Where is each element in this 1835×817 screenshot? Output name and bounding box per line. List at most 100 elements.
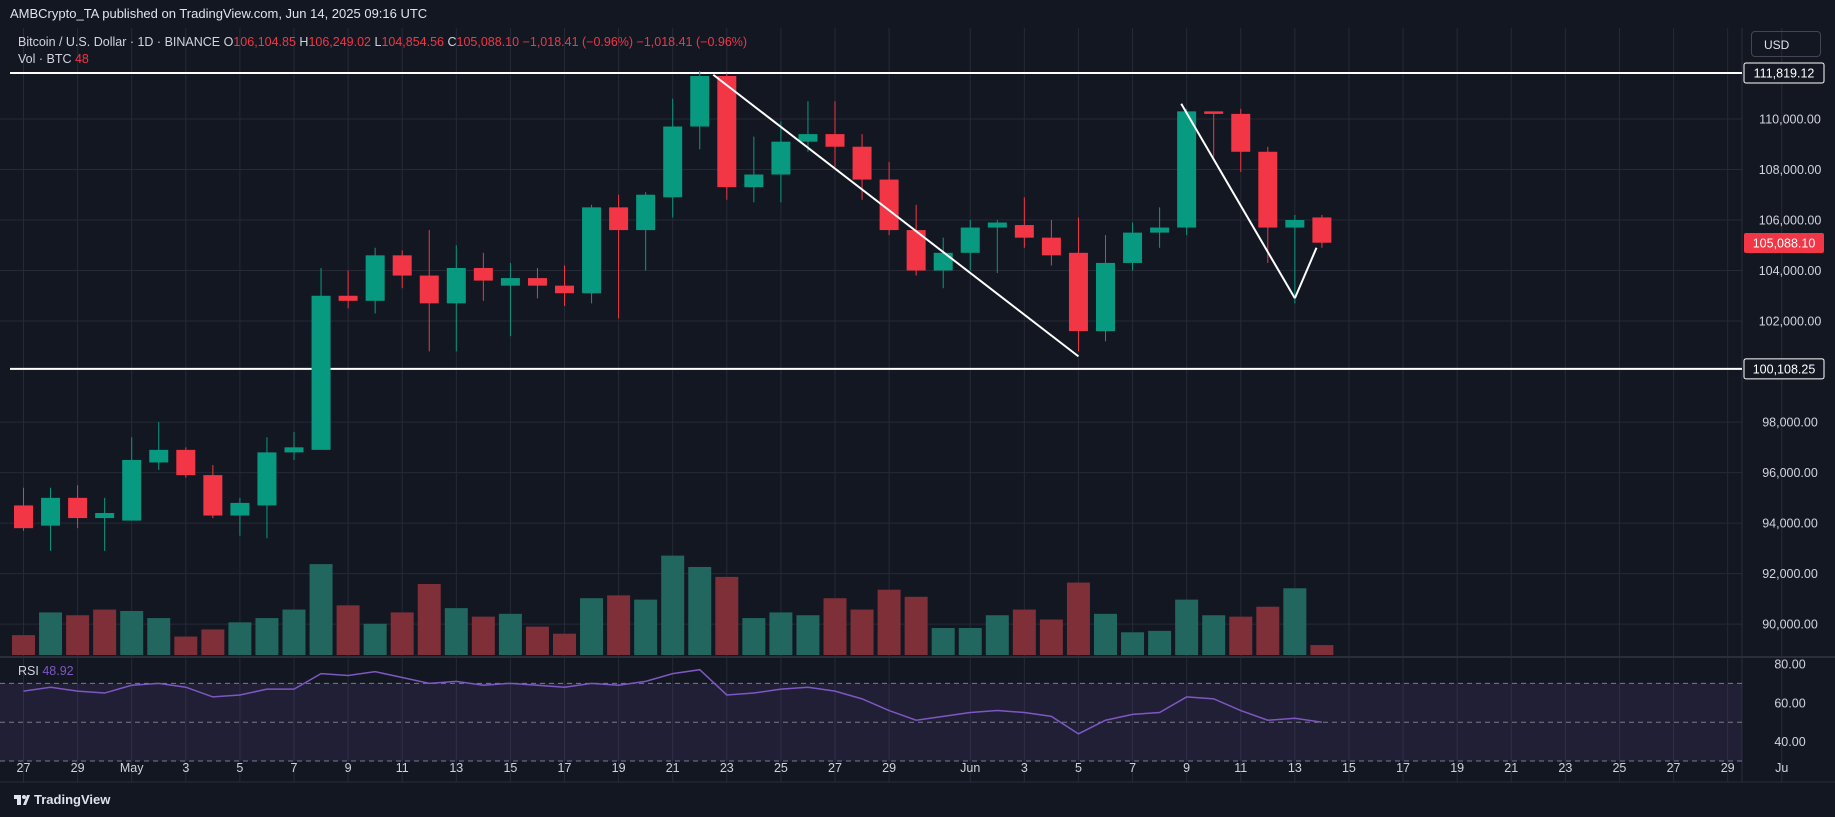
- volume-bar: [201, 629, 225, 655]
- volume-bar: [580, 598, 604, 655]
- trend-line: [712, 73, 1080, 358]
- candle-body: [41, 497, 61, 526]
- volume-bar: [607, 595, 631, 655]
- volume-bar: [444, 608, 468, 655]
- volume-bar: [553, 633, 576, 655]
- date-axis-tick-label: 27: [1667, 761, 1681, 775]
- rsi-label: RSI: [18, 664, 39, 678]
- volume-bar: [877, 589, 901, 655]
- candle-body: [446, 267, 466, 304]
- level-label-box: [1743, 358, 1825, 380]
- chart-background: [0, 28, 1835, 783]
- currency-button[interactable]: USD: [1751, 31, 1821, 57]
- volume-bar: [769, 612, 793, 655]
- volume-bar: [931, 628, 955, 655]
- candle-body: [500, 278, 520, 286]
- volume-bar: [471, 616, 495, 655]
- volume-bar: [12, 635, 35, 655]
- level-label: 111,819.12: [1754, 66, 1815, 80]
- volume-bar: [228, 622, 252, 655]
- symbol-legend: Bitcoin / U.S. Dollar · 1D · BINANCE O10…: [18, 34, 747, 68]
- change-value-2: −1,018.41 (−0.96%): [636, 35, 748, 49]
- candle-body: [717, 75, 737, 188]
- candle-body: [203, 475, 223, 516]
- close-value: 105,088.10: [456, 35, 520, 49]
- candle-body: [311, 295, 331, 450]
- date-axis-tick-label: 3: [1021, 761, 1028, 775]
- volume-bar: [1148, 630, 1172, 655]
- rsi-legend: RSI 48.92: [18, 664, 74, 678]
- price-axis-tick-label: 98,000.00: [1762, 416, 1818, 430]
- volume-bar: [1175, 599, 1199, 655]
- candle-body: [122, 459, 142, 521]
- date-axis-tick-label: 5: [236, 761, 243, 775]
- candle-body: [1041, 237, 1061, 256]
- volume-bar: [958, 628, 982, 655]
- date-axis-tick-label: 29: [71, 761, 85, 775]
- candle-body: [771, 141, 791, 175]
- volume-bar: [282, 609, 306, 655]
- volume-bar: [174, 636, 198, 655]
- change-value: −1,018.41 (−0.96%): [522, 35, 634, 49]
- candle-body: [933, 252, 953, 271]
- volume-bar: [525, 626, 549, 655]
- candle-body: [987, 222, 1007, 228]
- date-axis-tick-label: 25: [774, 761, 788, 775]
- candle-body: [1150, 227, 1170, 233]
- candle-body: [68, 497, 88, 519]
- volume-bar: [255, 618, 279, 655]
- volume-bar: [498, 613, 522, 655]
- date-axis-tick-label: 15: [1342, 761, 1356, 775]
- candle-body: [14, 505, 33, 529]
- date-axis-tick-label: 29: [1721, 761, 1735, 775]
- volume-bar: [66, 615, 90, 655]
- price-axis-tick-label: 92,000.00: [1762, 567, 1818, 581]
- candle-body: [1177, 111, 1197, 228]
- price-axis-tick-label: 108,000.00: [1759, 163, 1822, 177]
- volume-bar: [39, 612, 63, 655]
- volume-bar: [1310, 645, 1334, 655]
- footer: TradingView: [0, 783, 1835, 817]
- candle-body: [1312, 217, 1332, 243]
- open-value: 106,104.85: [233, 35, 296, 49]
- last-price-label: 105,088.10: [1753, 237, 1816, 251]
- rsi-axis-tick-label: 80.00: [1774, 657, 1805, 671]
- candle-body: [95, 513, 115, 519]
- price-axis-tick-label: 102,000.00: [1759, 315, 1822, 329]
- trend-line: [1293, 247, 1318, 299]
- symbol-title: Bitcoin / U.S. Dollar · 1D · BINANCE: [18, 35, 221, 49]
- candle-body: [1014, 225, 1034, 238]
- volume-bar: [661, 555, 685, 655]
- candle-body: [392, 255, 412, 276]
- candle-body: [230, 502, 250, 516]
- volume-value: 48: [74, 52, 89, 66]
- date-axis-tick-label: 9: [345, 761, 352, 775]
- date-axis-tick-label: 9: [1183, 761, 1190, 775]
- volume-bar: [1094, 613, 1117, 655]
- date-axis-tick-label: 27: [17, 761, 31, 775]
- candle-body: [1096, 262, 1115, 332]
- volume-bar: [850, 609, 874, 655]
- candle-body: [473, 267, 493, 281]
- price-axis-tick-label: 96,000.00: [1762, 466, 1818, 480]
- volume-bar: [823, 598, 847, 655]
- candle-body: [1123, 232, 1143, 263]
- volume-bar: [1039, 619, 1063, 655]
- open-label: O: [223, 35, 234, 49]
- price-axis-tick-label: 106,000.00: [1759, 213, 1822, 227]
- low-value: 104,854.56: [381, 35, 444, 49]
- candle-body: [1231, 113, 1251, 152]
- price-chart[interactable]: 111,819.12 100,108.25 110,000.00 108,000.00…: [0, 0, 1835, 783]
- date-axis-tick-label: May: [120, 761, 144, 775]
- candle-body: [744, 174, 764, 188]
- volume-bar: [1229, 616, 1253, 655]
- volume-bar: [147, 618, 171, 655]
- volume-bar: [1121, 632, 1145, 655]
- last-price-tag: [1744, 233, 1824, 254]
- volume-bar: [796, 615, 820, 655]
- date-axis-tick-label: 3: [182, 761, 189, 775]
- date-axis-tick-label: 23: [1558, 761, 1572, 775]
- date-axis-tick-label: 11: [1234, 761, 1247, 775]
- level-label: 100,108.25: [1753, 362, 1816, 376]
- footer-brand: TradingView: [34, 792, 111, 807]
